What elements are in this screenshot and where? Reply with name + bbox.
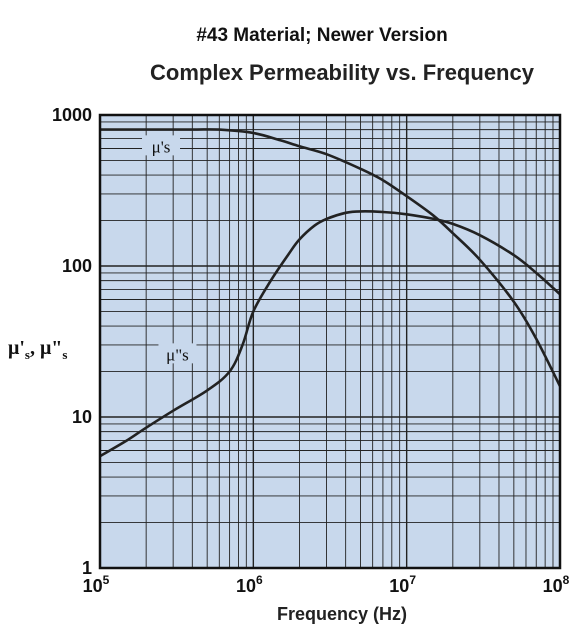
curve-labels: μ's μ"s: [142, 135, 197, 364]
y-tick-label: 1000: [52, 105, 92, 125]
plot-area: [100, 115, 560, 568]
x-tick-label: 108: [543, 573, 570, 596]
y-tick-label: 1: [82, 558, 92, 578]
chart-subtitle: Complex Permeability vs. Frequency: [150, 60, 535, 85]
curve-label-mu-double-prime: μ"s: [166, 345, 189, 364]
curve-label-bg: [142, 135, 181, 156]
x-tick-label: 105: [83, 573, 110, 596]
series-line-mu-double-prime: [99, 210, 561, 458]
y-axis-label: μ's, μ"s: [8, 337, 67, 362]
y-tick-label: 100: [62, 256, 92, 276]
x-tick-label: 107: [389, 573, 416, 596]
series-lines: [99, 128, 562, 458]
y-tick-label: 10: [72, 407, 92, 427]
x-tick-label: 106: [236, 573, 263, 596]
x-tick-labels: 105 106 107 108: [83, 573, 570, 596]
curve-label-mu-prime: μ's: [152, 137, 171, 156]
chart-title: #43 Material; Newer Version: [196, 25, 447, 46]
x-axis-label: Frequency (Hz): [277, 604, 407, 624]
plot-frame: [98, 113, 562, 570]
curve-label-bg: [158, 343, 197, 364]
y-tick-labels: 1000 100 10 1: [52, 105, 92, 578]
series-line-mu-prime: [100, 128, 562, 387]
